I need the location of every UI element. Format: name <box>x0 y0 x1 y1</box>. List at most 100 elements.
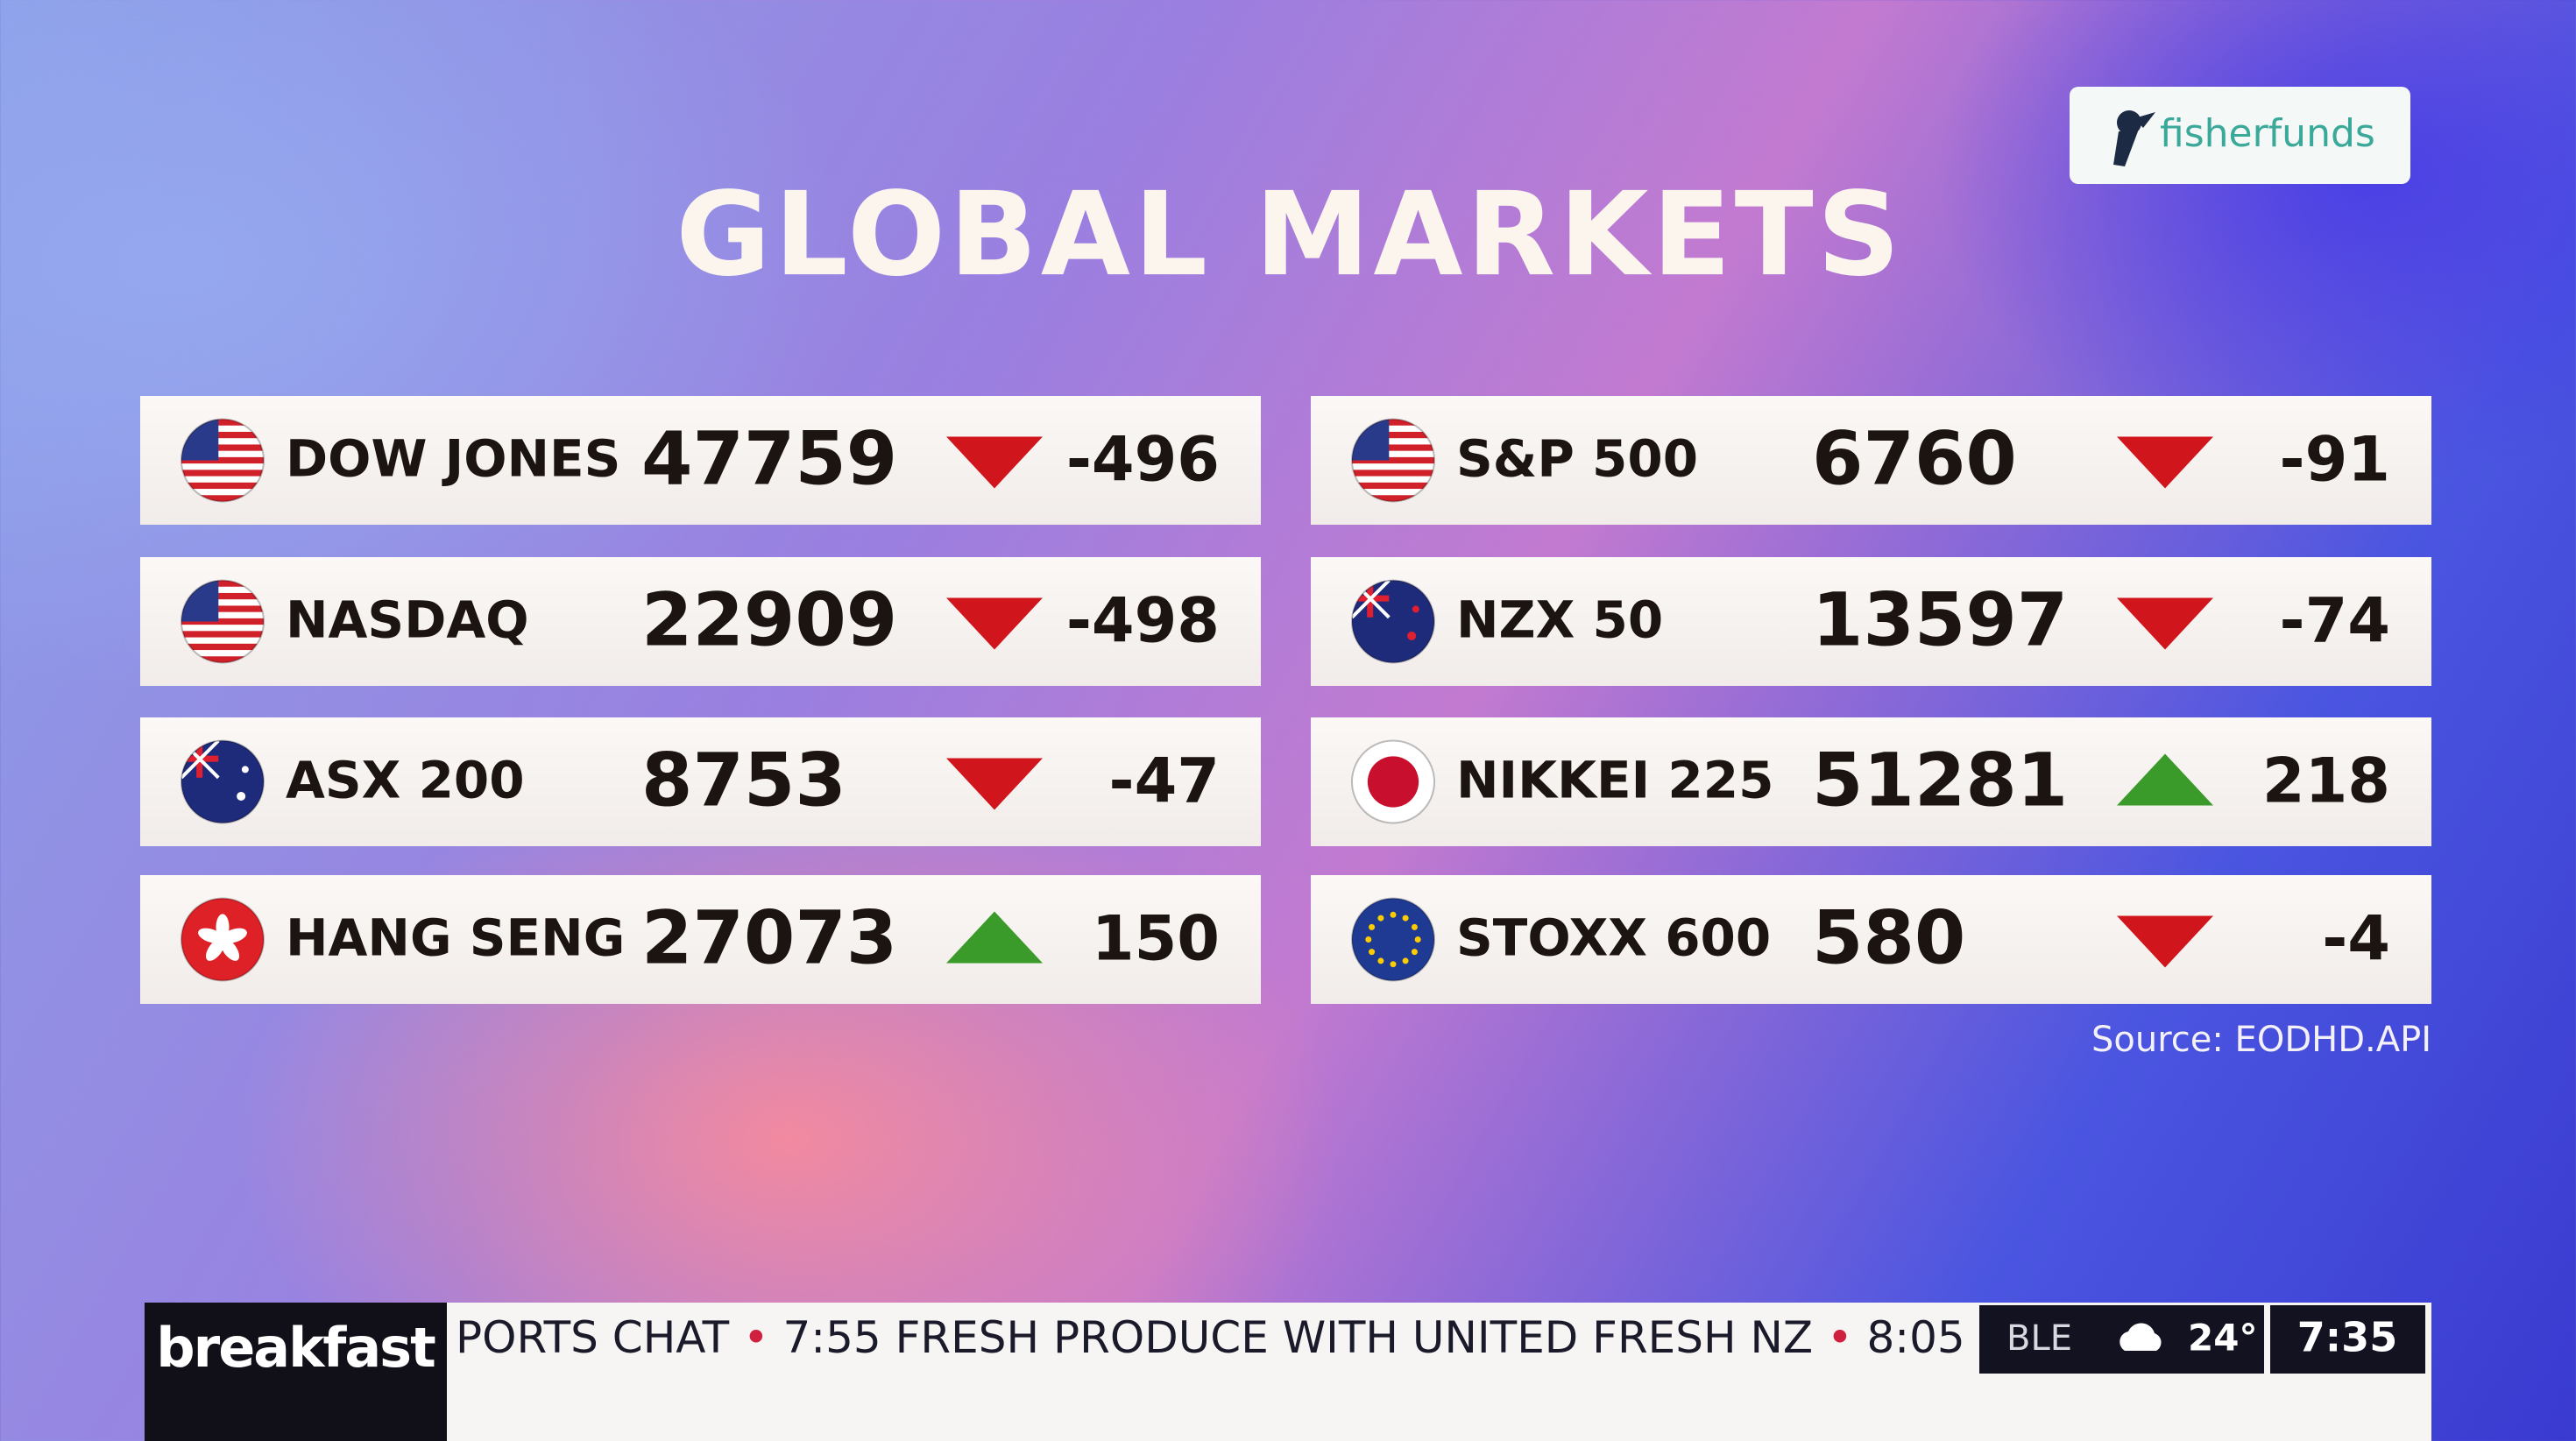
flag <box>181 580 264 663</box>
flag-shade <box>1351 579 1435 664</box>
market-change: -91 <box>2280 424 2390 496</box>
flag <box>181 419 264 502</box>
flag <box>181 898 264 981</box>
market-change: -4 <box>2322 903 2390 975</box>
flag-petal <box>220 937 240 961</box>
arrow-up <box>946 911 1043 964</box>
ticker-item: PORTS CHAT <box>456 1312 730 1363</box>
market-row: STOXX 600 580 -4 <box>1311 875 2431 1004</box>
market-change: -496 <box>1066 424 1220 496</box>
flag-star <box>1411 923 1418 930</box>
market-change: -498 <box>1066 585 1220 657</box>
arrow-down <box>946 758 1043 810</box>
flag <box>1352 898 1434 981</box>
row-panel <box>140 717 1261 846</box>
market-value: 6760 <box>1812 415 2017 501</box>
flag-stripe <box>1352 431 1434 439</box>
source: Source: EODHD.API <box>2091 1020 2431 1060</box>
market-row: NZX 50 13597 -74 <box>1311 557 2431 686</box>
market-row: HANG SENG 27073 150 <box>140 875 1261 1004</box>
flag-stripe <box>181 580 264 587</box>
market-value: 580 <box>1812 894 1965 980</box>
flag-star <box>1369 923 1376 930</box>
market-value: 13597 <box>1812 576 2068 662</box>
flag-star <box>1377 915 1384 922</box>
market-row: NASDAQ 22909 -498 <box>140 557 1261 686</box>
market-value: 22909 <box>641 576 897 662</box>
flag-shade <box>1351 418 1435 503</box>
flag <box>1352 580 1434 663</box>
flag-shade <box>180 739 265 824</box>
flag-stripe <box>181 618 264 625</box>
market-row: ASX 200 8753 -47 <box>140 717 1261 846</box>
brand-name: fisherfunds <box>2160 111 2375 156</box>
flag-petal <box>198 928 224 943</box>
market-row: NIKKEI 225 51281 218 <box>1311 717 2431 846</box>
flag <box>1352 740 1434 823</box>
flag-star <box>1402 957 1409 964</box>
ticker-item: 7:55 FRESH PRODUCE WITH UNITED FRESH NZ <box>782 1312 1813 1363</box>
flag-stripe <box>181 431 264 439</box>
time-box <box>2270 1305 2425 1374</box>
ticker-separator: • <box>729 1312 782 1363</box>
flag-star <box>1411 949 1418 956</box>
show-logo: breakfast <box>156 1316 435 1380</box>
temperature: 24° <box>2188 1317 2257 1360</box>
flag-stripe <box>1352 495 1434 502</box>
flag-shade <box>180 418 265 503</box>
row-panel <box>1311 557 2431 686</box>
market-table: DOW JONES 47759 -496 NASDAQ 22909 -498 ASX 200… <box>140 396 2431 1004</box>
weather-label: BLE <box>2006 1318 2072 1359</box>
row-panel <box>1311 717 2431 846</box>
flag-shade <box>180 897 265 982</box>
flag-stripe <box>181 656 264 663</box>
row-panel <box>1311 875 2431 1004</box>
flag <box>1352 419 1434 502</box>
market-name: NZX 50 <box>1456 590 1663 650</box>
flag-stripe <box>181 631 264 638</box>
market-name: NASDAQ <box>286 590 529 650</box>
flag-stripe <box>181 444 264 451</box>
flag-star <box>1365 936 1372 943</box>
market-change: 150 <box>1092 903 1220 975</box>
ticker-text: PORTS CHAT • 7:55 FRESH PRODUCE WITH UNI… <box>456 1312 2047 1363</box>
weather-icon <box>2120 1323 2162 1351</box>
row-panel <box>140 875 1261 1004</box>
market-value: 51281 <box>1812 737 2068 823</box>
show-logo-box <box>145 1303 447 1441</box>
market-value: 27073 <box>641 894 897 980</box>
flag-stripe <box>1352 470 1434 477</box>
flag-star <box>241 766 249 773</box>
market-name: NIKKEI 225 <box>1456 751 1773 810</box>
market-name: STOXX 600 <box>1456 908 1771 968</box>
flag-stripe <box>1352 482 1434 490</box>
flag-star <box>1414 936 1421 943</box>
flag-shade <box>1351 897 1435 982</box>
market-change: 218 <box>2262 745 2390 817</box>
flag-stripe <box>181 419 264 426</box>
row-panel <box>140 557 1261 686</box>
flag-shade <box>1351 739 1435 824</box>
market-row: S&P 500 6760 -91 <box>1311 396 2431 525</box>
market-name: HANG SENG <box>286 908 625 968</box>
flag-stripe <box>181 643 264 651</box>
brand-box <box>2070 87 2410 184</box>
arrow-down <box>2117 436 2213 489</box>
flag-stripe <box>1352 419 1434 426</box>
flag-star <box>1390 911 1397 918</box>
row-panel <box>1311 396 2431 525</box>
flag-star <box>1369 949 1376 956</box>
market-value: 8753 <box>641 737 846 823</box>
flag-stripe <box>181 456 264 464</box>
time: 7:35 <box>2297 1314 2397 1361</box>
flag-star <box>1390 961 1397 968</box>
flag-stripe <box>181 482 264 490</box>
arrow-down <box>946 436 1043 489</box>
market-change: -74 <box>2280 585 2390 657</box>
flag-star <box>1407 631 1417 640</box>
arrow-up <box>2117 753 2213 806</box>
flag-stripe <box>181 592 264 600</box>
row-panel <box>140 396 1261 525</box>
